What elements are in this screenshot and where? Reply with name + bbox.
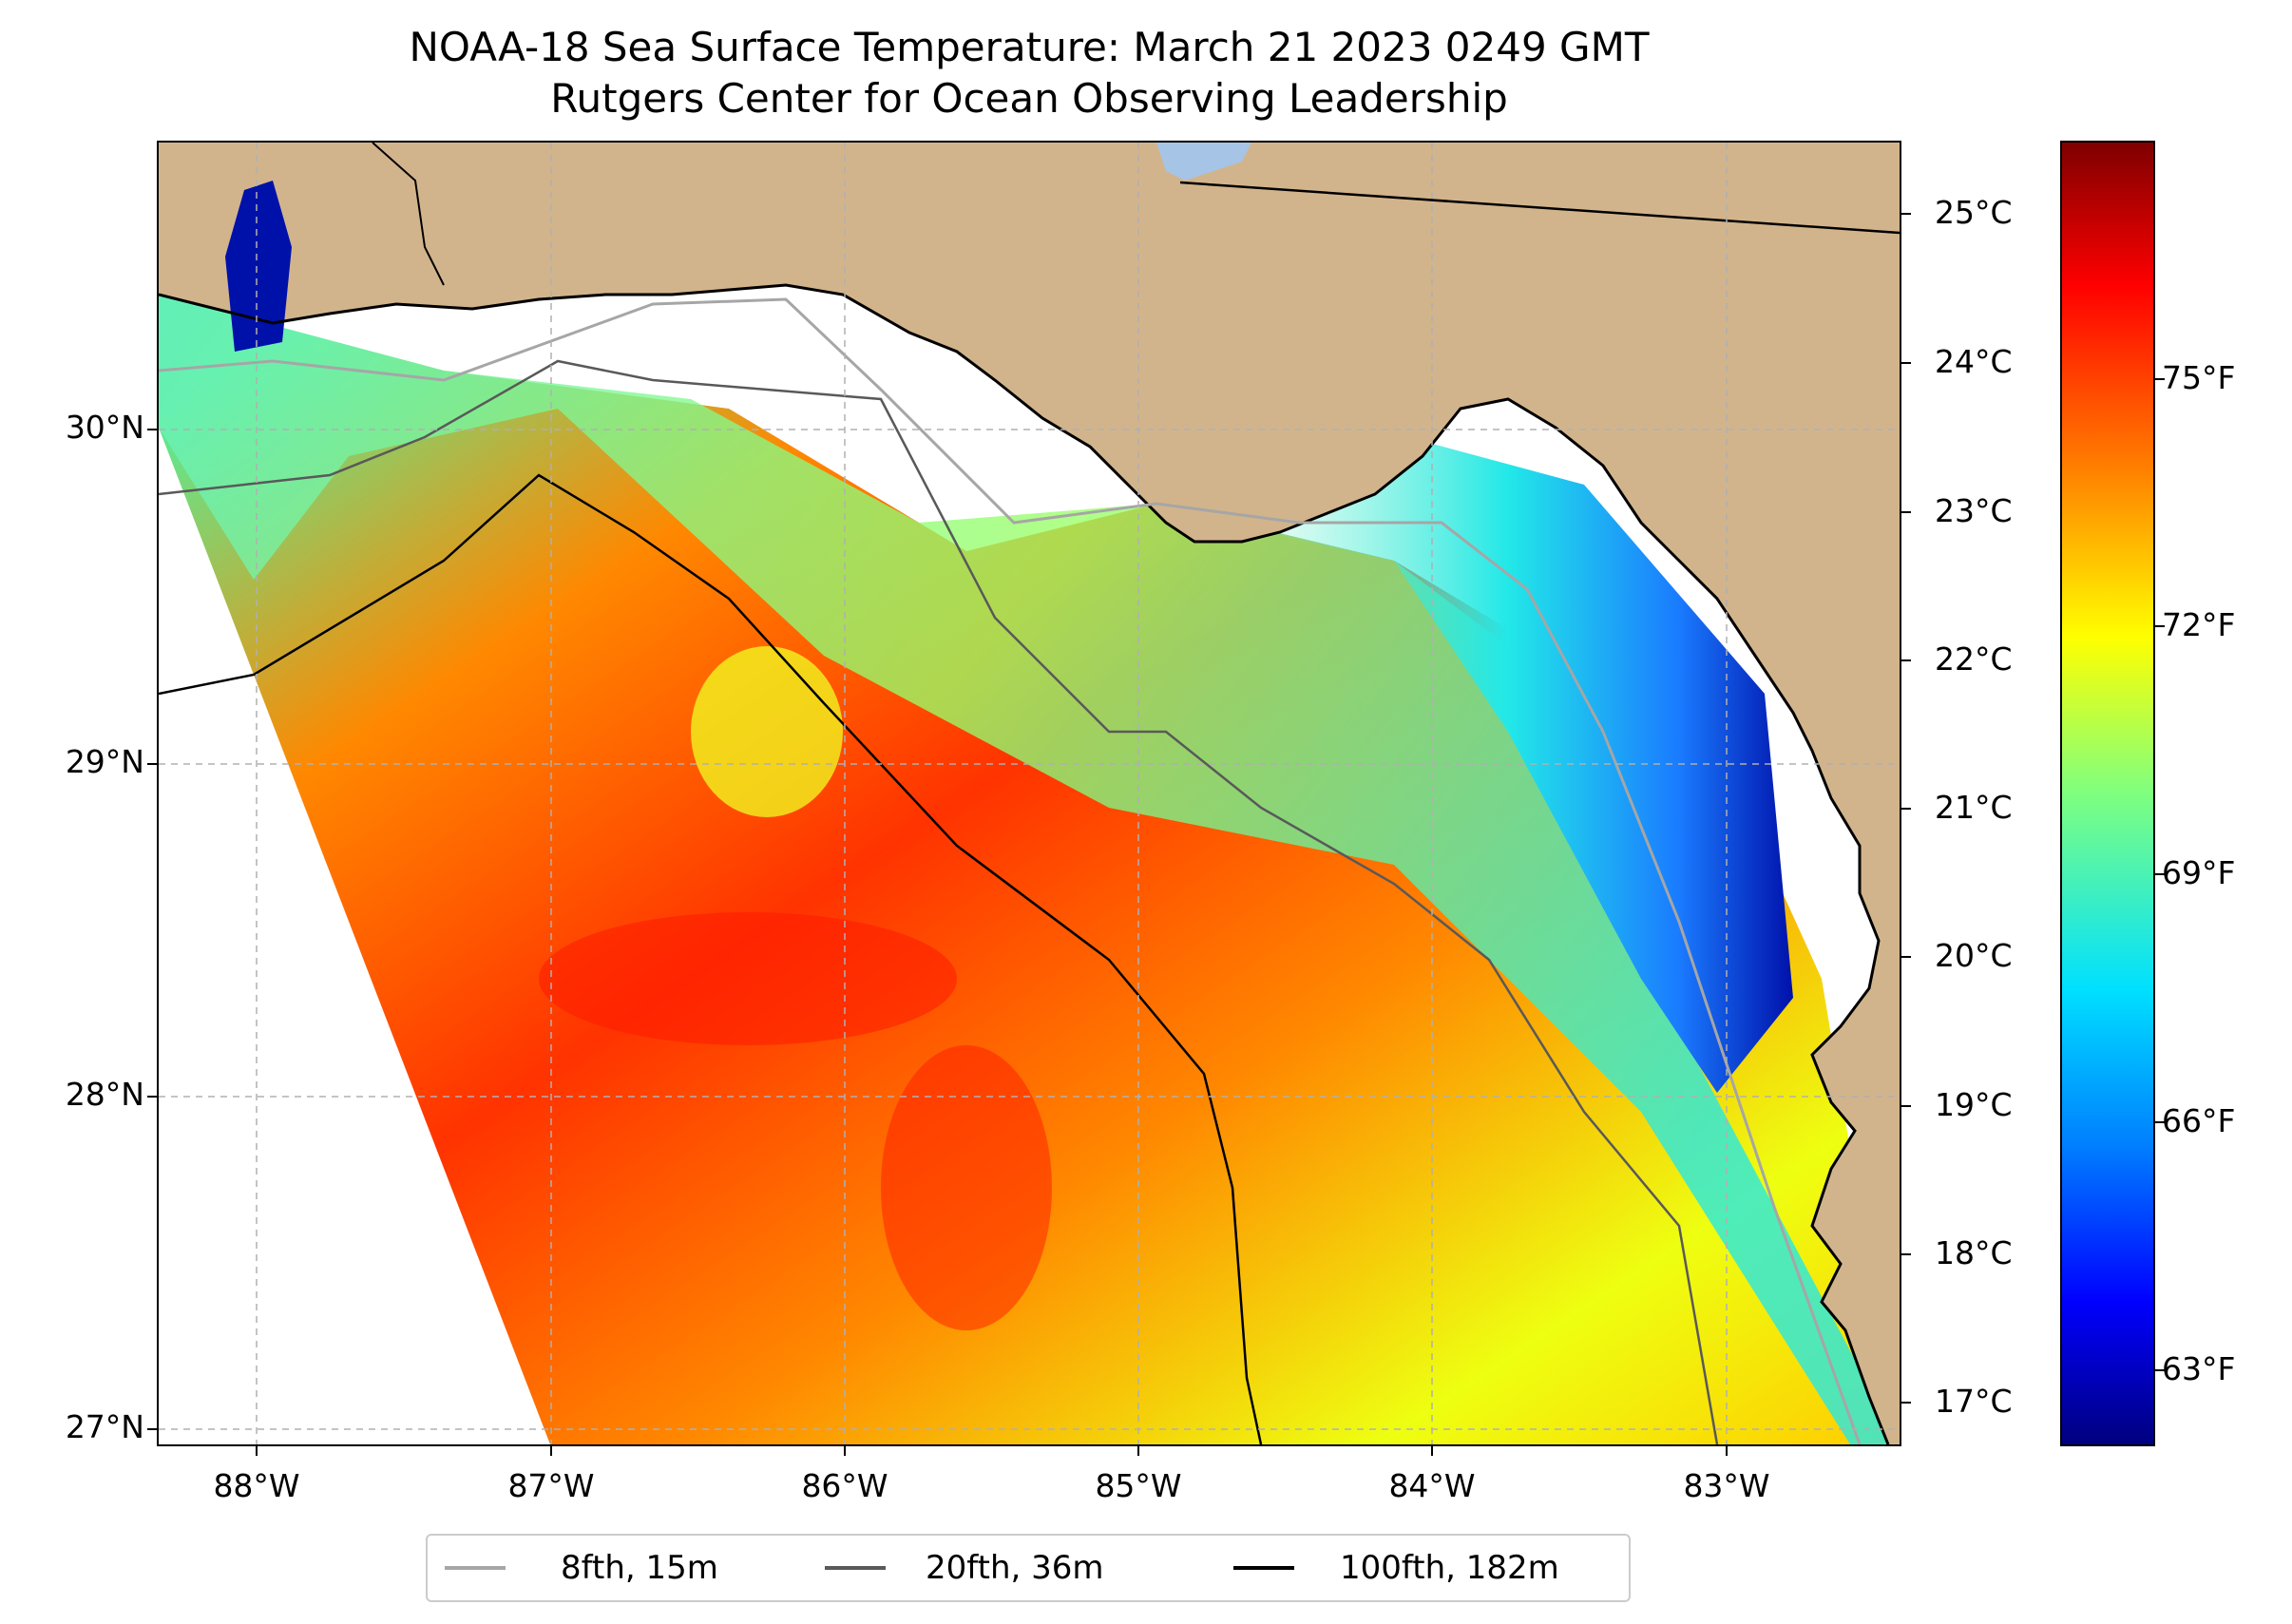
celsius-tick	[1901, 213, 1911, 215]
lon-label-88w: 88°W	[213, 1467, 300, 1504]
figure-subtitle: Rutgers Center for Ocean Observing Leade…	[550, 75, 1508, 122]
fahrenheit-tick	[2155, 1369, 2165, 1371]
fahrenheit-label-75: 75°F	[2162, 359, 2236, 396]
celsius-tick	[1901, 956, 1911, 958]
warm-eddy	[691, 646, 843, 817]
celsius-label-19: 19°C	[1935, 1086, 2013, 1123]
inland-lake	[1156, 143, 1251, 181]
fahrenheit-tick	[2155, 378, 2165, 380]
state-boundary-east	[1179, 181, 1900, 235]
contour-20fth	[159, 359, 1719, 1444]
lat-label-28n: 28°N	[65, 1076, 144, 1113]
celsius-tick	[1901, 1253, 1911, 1255]
celsius-label-25: 25°C	[1935, 194, 2013, 231]
lon-label-85w: 85°W	[1095, 1467, 1182, 1504]
shelf-water	[159, 295, 1900, 1444]
legend-label-8fth: 8fth, 15m	[561, 1549, 718, 1587]
legend-label-20fth: 20fth, 36m	[926, 1549, 1104, 1587]
celsius-label-23: 23°C	[1935, 492, 2013, 529]
lon-label-87w: 87°W	[507, 1467, 595, 1504]
fahrenheit-tick	[2155, 873, 2165, 875]
lon-tick	[1431, 1446, 1433, 1456]
celsius-tick	[1901, 1402, 1911, 1404]
lat-label-27n: 27°N	[65, 1408, 144, 1445]
lat-tick	[147, 763, 157, 765]
celsius-tick	[1901, 511, 1911, 513]
coastline	[159, 283, 1890, 1444]
legend-item-20fth: 20fth, 36m	[825, 1536, 1186, 1600]
lon-label-84w: 84°W	[1388, 1467, 1476, 1504]
cool-nearshore-water	[1223, 418, 1793, 1093]
warm-core	[539, 912, 957, 1045]
celsius-tick	[1901, 808, 1911, 810]
lat-label-29n: 29°N	[65, 743, 144, 780]
sst-map	[157, 141, 1901, 1446]
lon-label-86w: 86°W	[801, 1467, 888, 1504]
state-boundary	[372, 143, 445, 286]
legend-swatch-8fth	[445, 1566, 506, 1570]
contour-8fth	[159, 297, 1862, 1444]
lon-label-83w: 83°W	[1683, 1467, 1770, 1504]
lat-label-30n: 30°N	[65, 409, 144, 446]
legend-item-8fth: 8fth, 15m	[445, 1536, 787, 1600]
lon-tick	[1137, 1446, 1139, 1456]
lat-tick	[147, 1428, 157, 1430]
contour-100fth	[159, 473, 1263, 1444]
legend-swatch-20fth	[825, 1566, 886, 1570]
fahrenheit-tick	[2155, 1121, 2165, 1123]
figure-title: NOAA-18 Sea Surface Temperature: March 2…	[409, 24, 1650, 70]
sst-swath	[159, 295, 1900, 1444]
celsius-tick	[1901, 659, 1911, 661]
fahrenheit-label-69: 69°F	[2162, 854, 2236, 891]
celsius-label-17: 17°C	[1935, 1383, 2013, 1420]
gridlines	[159, 143, 1900, 1444]
fahrenheit-label-63: 63°F	[2162, 1350, 2236, 1387]
lat-tick	[147, 429, 157, 430]
legend-label-100fth: 100fth, 182m	[1340, 1549, 1559, 1587]
depth-contour-legend: 8fth, 15m 20fth, 36m 100fth, 182m	[426, 1534, 1631, 1602]
mobile-bay	[225, 181, 292, 352]
fahrenheit-label-66: 66°F	[2162, 1102, 2236, 1139]
celsius-label-20: 20°C	[1935, 937, 2013, 974]
celsius-tick	[1901, 362, 1911, 364]
celsius-label-24: 24°C	[1935, 343, 2013, 380]
lat-tick	[147, 1096, 157, 1098]
lon-tick	[550, 1446, 552, 1456]
temperature-colorbar	[2060, 141, 2155, 1446]
lon-tick	[844, 1446, 846, 1456]
warm-tongue	[881, 1045, 1052, 1330]
sst-map-canvas	[159, 143, 1900, 1444]
lon-tick	[256, 1446, 258, 1456]
fahrenheit-label-72: 72°F	[2162, 606, 2236, 643]
fahrenheit-tick	[2155, 625, 2165, 627]
legend-item-100fth: 100fth, 182m	[1233, 1536, 1623, 1600]
celsius-label-22: 22°C	[1935, 640, 2013, 678]
celsius-tick	[1901, 1105, 1911, 1107]
legend-swatch-100fth	[1233, 1566, 1294, 1570]
land-mass	[159, 143, 1900, 1444]
celsius-label-18: 18°C	[1935, 1234, 2013, 1271]
celsius-label-21: 21°C	[1935, 789, 2013, 826]
lon-tick	[1726, 1446, 1728, 1456]
